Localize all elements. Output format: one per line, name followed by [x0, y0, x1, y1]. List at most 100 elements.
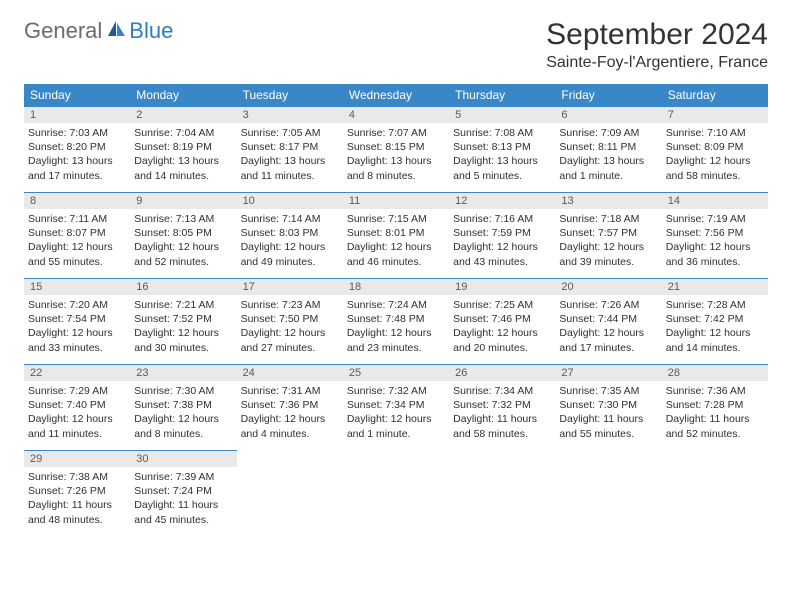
day-sunset: Sunset: 7:34 PM [347, 398, 445, 412]
day-number: 17 [237, 279, 343, 295]
day-content: Sunrise: 7:10 AMSunset: 8:09 PMDaylight:… [662, 123, 768, 186]
calendar-cell: 24Sunrise: 7:31 AMSunset: 7:36 PMDayligh… [237, 364, 343, 450]
day-sunrise: Sunrise: 7:11 AM [28, 212, 126, 226]
calendar-cell: 2Sunrise: 7:04 AMSunset: 8:19 PMDaylight… [130, 106, 236, 192]
day-number: 1 [24, 107, 130, 123]
day-number: 23 [130, 365, 236, 381]
day-sunrise: Sunrise: 7:24 AM [347, 298, 445, 312]
day-sunset: Sunset: 7:28 PM [666, 398, 764, 412]
calendar-cell: 16Sunrise: 7:21 AMSunset: 7:52 PMDayligh… [130, 278, 236, 364]
day-sunrise: Sunrise: 7:18 AM [559, 212, 657, 226]
weekday-monday: Monday [130, 84, 236, 106]
day-sunset: Sunset: 7:26 PM [28, 484, 126, 498]
calendar-cell: 4 Sunrise: 7:07 AMSunset: 8:15 PMDaylight… [343, 106, 449, 192]
day-daylight1: Daylight: 11 hours [28, 498, 126, 512]
day-daylight1: Daylight: 11 hours [559, 412, 657, 426]
day-sunrise: Sunrise: 7:05 AM [241, 126, 339, 140]
day-content: Sunrise: 7:18 AMSunset: 7:57 PMDaylight:… [555, 209, 661, 272]
day-number: 4 [343, 107, 449, 123]
day-sunset: Sunset: 7:46 PM [453, 312, 551, 326]
day-number: 8 [24, 193, 130, 209]
logo: General Blue [24, 18, 173, 44]
day-number: 9 [130, 193, 236, 209]
day-daylight2: and 55 minutes. [28, 255, 126, 269]
day-daylight2: and 45 minutes. [134, 513, 232, 527]
day-sunset: Sunset: 8:11 PM [559, 140, 657, 154]
calendar-cell: 27Sunrise: 7:35 AMSunset: 7:30 PMDayligh… [555, 364, 661, 450]
day-daylight1: Daylight: 12 hours [347, 412, 445, 426]
day-daylight1: Daylight: 12 hours [241, 240, 339, 254]
day-daylight2: and 58 minutes. [453, 427, 551, 441]
calendar-cell: 17Sunrise: 7:23 AMSunset: 7:50 PMDayligh… [237, 278, 343, 364]
calendar-cell [343, 450, 449, 536]
day-content: Sunrise: 7:04 AMSunset: 8:19 PMDaylight:… [130, 123, 236, 186]
day-sunset: Sunset: 8:01 PM [347, 226, 445, 240]
day-sunset: Sunset: 7:50 PM [241, 312, 339, 326]
day-sunrise: Sunrise: 7:14 AM [241, 212, 339, 226]
day-daylight2: and 36 minutes. [666, 255, 764, 269]
day-sunrise: Sunrise: 7:34 AM [453, 384, 551, 398]
day-sunset: Sunset: 8:17 PM [241, 140, 339, 154]
day-daylight1: Daylight: 12 hours [666, 154, 764, 168]
day-content: Sunrise: 7:20 AMSunset: 7:54 PMDaylight:… [24, 295, 130, 358]
calendar-cell: 9Sunrise: 7:13 AMSunset: 8:05 PMDaylight… [130, 192, 236, 278]
day-daylight2: and 14 minutes. [666, 341, 764, 355]
day-daylight2: and 33 minutes. [28, 341, 126, 355]
calendar-cell: 23Sunrise: 7:30 AMSunset: 7:38 PMDayligh… [130, 364, 236, 450]
day-daylight1: Daylight: 12 hours [559, 240, 657, 254]
day-content: Sunrise: 7:09 AMSunset: 8:11 PMDaylight:… [555, 123, 661, 186]
day-sunset: Sunset: 7:59 PM [453, 226, 551, 240]
weekday-thursday: Thursday [449, 84, 555, 106]
calendar-weekday-header: Sunday Monday Tuesday Wednesday Thursday… [24, 84, 768, 106]
logo-text-blue: Blue [129, 18, 173, 44]
day-content: Sunrise: 7:36 AMSunset: 7:28 PMDaylight:… [662, 381, 768, 444]
day-daylight1: Daylight: 12 hours [453, 326, 551, 340]
day-sunrise: Sunrise: 7:21 AM [134, 298, 232, 312]
day-sunset: Sunset: 7:40 PM [28, 398, 126, 412]
day-sunrise: Sunrise: 7:32 AM [347, 384, 445, 398]
day-daylight2: and 1 minute. [559, 169, 657, 183]
day-number: 12 [449, 193, 555, 209]
day-daylight1: Daylight: 12 hours [559, 326, 657, 340]
day-daylight1: Daylight: 12 hours [666, 240, 764, 254]
day-daylight2: and 11 minutes. [28, 427, 126, 441]
day-daylight2: and 48 minutes. [28, 513, 126, 527]
day-content: Sunrise: 7:08 AMSunset: 8:13 PMDaylight:… [449, 123, 555, 186]
day-content: Sunrise: 7:21 AMSunset: 7:52 PMDaylight:… [130, 295, 236, 358]
day-number: 28 [662, 365, 768, 381]
day-sunset: Sunset: 8:09 PM [666, 140, 764, 154]
calendar-cell [237, 450, 343, 536]
calendar-cell: 26Sunrise: 7:34 AMSunset: 7:32 PMDayligh… [449, 364, 555, 450]
day-number: 10 [237, 193, 343, 209]
day-sunrise: Sunrise: 7:09 AM [559, 126, 657, 140]
day-content: Sunrise: 7:15 AMSunset: 8:01 PMDaylight:… [343, 209, 449, 272]
weekday-tuesday: Tuesday [237, 84, 343, 106]
calendar-cell: 8Sunrise: 7:11 AMSunset: 8:07 PMDaylight… [24, 192, 130, 278]
day-sunrise: Sunrise: 7:04 AM [134, 126, 232, 140]
day-daylight1: Daylight: 11 hours [666, 412, 764, 426]
day-daylight2: and 5 minutes. [453, 169, 551, 183]
day-daylight2: and 1 minute. [347, 427, 445, 441]
day-daylight2: and 8 minutes. [347, 169, 445, 183]
day-content: Sunrise: 7:11 AMSunset: 8:07 PMDaylight:… [24, 209, 130, 272]
day-daylight2: and 14 minutes. [134, 169, 232, 183]
calendar-cell: 10Sunrise: 7:14 AMSunset: 8:03 PMDayligh… [237, 192, 343, 278]
day-daylight1: Daylight: 12 hours [666, 326, 764, 340]
day-sunset: Sunset: 8:15 PM [347, 140, 445, 154]
calendar-cell: 1Sunrise: 7:03 AMSunset: 8:20 PMDaylight… [24, 106, 130, 192]
day-daylight2: and 58 minutes. [666, 169, 764, 183]
day-number: 16 [130, 279, 236, 295]
day-sunset: Sunset: 8:13 PM [453, 140, 551, 154]
day-daylight1: Daylight: 12 hours [347, 326, 445, 340]
day-daylight2: and 23 minutes. [347, 341, 445, 355]
day-daylight1: Daylight: 13 hours [347, 154, 445, 168]
day-sunrise: Sunrise: 7:07 AM [347, 126, 445, 140]
calendar-cell [662, 450, 768, 536]
day-number: 22 [24, 365, 130, 381]
day-sunset: Sunset: 7:44 PM [559, 312, 657, 326]
day-sunset: Sunset: 7:24 PM [134, 484, 232, 498]
page-header: General Blue September 2024 Sainte-Foy-l… [24, 18, 768, 72]
day-daylight2: and 43 minutes. [453, 255, 551, 269]
calendar-cell: 6Sunrise: 7:09 AMSunset: 8:11 PMDaylight… [555, 106, 661, 192]
day-sunset: Sunset: 7:52 PM [134, 312, 232, 326]
